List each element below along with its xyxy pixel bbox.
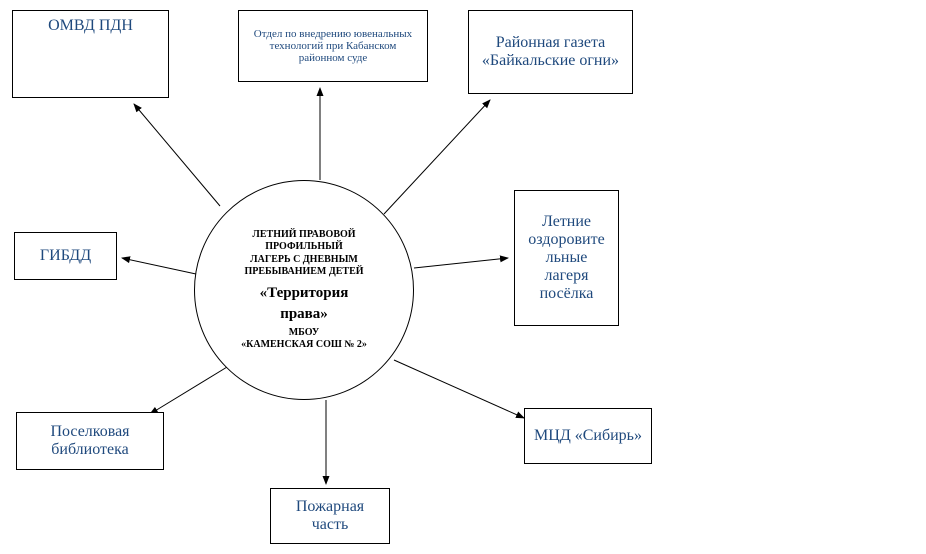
center-heading: ЛЕТНИЙ ПРАВОВОЙ ПРОФИЛЬНЫЙ ЛАГЕРЬ С ДНЕВ… xyxy=(244,229,363,279)
label-summer: Летние оздоровите льные лагеря посёлка xyxy=(523,213,610,303)
center-name2: права» xyxy=(260,304,349,325)
center-name1: «Территория xyxy=(260,283,349,304)
central-hub: ЛЕТНИЙ ПРАВОВОЙ ПРОФИЛЬНЫЙ ЛАГЕРЬ С ДНЕВ… xyxy=(194,180,414,400)
label-newspaper: Районная газета «Байкальские огни» xyxy=(477,34,624,70)
center-name: «Территория права» xyxy=(260,283,349,325)
center-line2: ПРОФИЛЬНЫЙ xyxy=(244,241,363,254)
label-fire: Пожарная часть xyxy=(279,498,381,534)
label-juvenile: Отдел по внедрению ювенальных технологий… xyxy=(247,28,419,64)
node-fire: Пожарная часть xyxy=(270,488,390,544)
node-library: Поселковая библиотека xyxy=(16,412,164,470)
node-gibdd: ГИБДД xyxy=(14,232,117,280)
center-line1: ЛЕТНИЙ ПРАВОВОЙ xyxy=(244,229,363,242)
node-mcd: МЦД «Сибирь» xyxy=(524,408,652,464)
node-juvenile: Отдел по внедрению ювенальных технологий… xyxy=(238,10,428,82)
label-library: Поселковая библиотека xyxy=(25,423,155,459)
node-newspaper: Районная газета «Байкальские огни» xyxy=(468,10,633,94)
node-omvd: ОМВД ПДН xyxy=(12,10,169,98)
center-subtitle: МБОУ «КАМЕНСКАЯ СОШ № 2» xyxy=(241,327,367,352)
center-line3: ЛАГЕРЬ С ДНЕВНЫМ xyxy=(244,254,363,267)
center-sub2: «КАМЕНСКАЯ СОШ № 2» xyxy=(241,339,367,352)
center-line4: ПРЕБЫВАНИЕМ ДЕТЕЙ xyxy=(244,266,363,279)
label-mcd: МЦД «Сибирь» xyxy=(534,427,642,445)
center-sub1: МБОУ xyxy=(241,327,367,340)
label-gibdd: ГИБДД xyxy=(40,247,91,265)
node-summer: Летние оздоровите льные лагеря посёлка xyxy=(514,190,619,326)
label-omvd: ОМВД ПДН xyxy=(48,17,133,35)
